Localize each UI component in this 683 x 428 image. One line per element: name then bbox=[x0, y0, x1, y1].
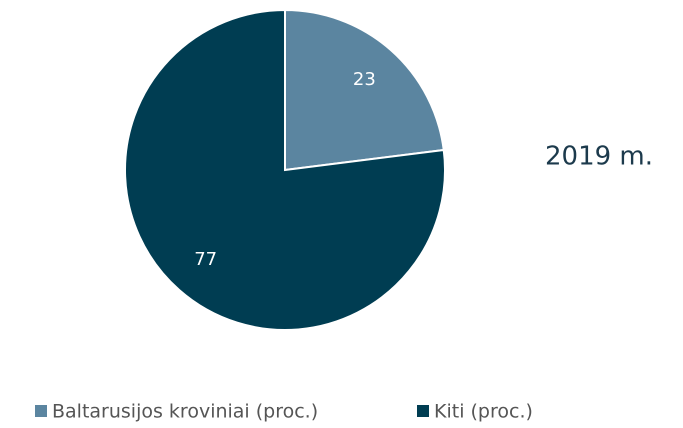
pie-slice bbox=[284, 8, 445, 172]
legend-label: Kiti (proc.) bbox=[434, 401, 533, 423]
legend-label: Baltarusijos kroviniai (proc.) bbox=[52, 401, 318, 423]
legend-swatch bbox=[417, 405, 429, 417]
data-label: 77 bbox=[194, 249, 217, 270]
legend-swatch bbox=[35, 405, 47, 417]
data-label: 23 bbox=[353, 69, 376, 90]
pie-slice bbox=[124, 8, 446, 331]
chart-title: 2019 m. bbox=[545, 142, 653, 172]
